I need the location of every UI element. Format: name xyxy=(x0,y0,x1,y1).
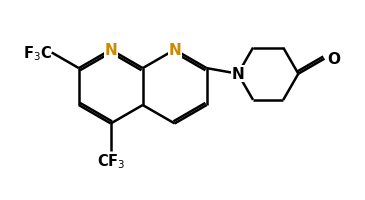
Text: O: O xyxy=(327,52,340,67)
Text: CF$_3$: CF$_3$ xyxy=(96,152,125,170)
Text: N: N xyxy=(168,43,181,58)
Text: N: N xyxy=(231,67,244,82)
Text: F$_3$C: F$_3$C xyxy=(23,44,52,63)
Text: N: N xyxy=(104,43,117,58)
